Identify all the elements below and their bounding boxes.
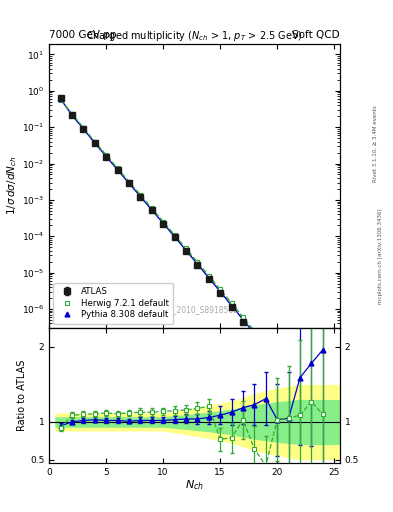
Herwig 7.2.1 default (161, 219, 165, 225)
Text: ATLAS_2010_S8918562: ATLAS_2010_S8918562 (150, 305, 239, 314)
Herwig 7.2.1 default (58, 96, 63, 102)
Y-axis label: $1/\sigma\,d\sigma/dN_{ch}$: $1/\sigma\,d\sigma/dN_{ch}$ (5, 156, 19, 216)
Legend: ATLAS, Herwig 7.2.1 default, Pythia 8.308 default: ATLAS, Herwig 7.2.1 default, Pythia 8.30… (53, 283, 173, 324)
Herwig 7.2.1 default (92, 139, 97, 145)
Herwig 7.2.1 default (195, 259, 200, 265)
Herwig 7.2.1 default (298, 386, 302, 392)
Pythia 8.308 default (195, 261, 200, 267)
Pythia 8.308 default (298, 388, 302, 394)
Herwig 7.2.1 default (172, 232, 177, 238)
Pythia 8.308 default (309, 402, 314, 409)
Herwig 7.2.1 default (206, 272, 211, 279)
Pythia 8.308 default (58, 96, 63, 102)
Herwig 7.2.1 default (104, 152, 108, 158)
Line: Herwig 7.2.1 default: Herwig 7.2.1 default (58, 97, 325, 431)
Pythia 8.308 default (206, 274, 211, 281)
Pythia 8.308 default (241, 316, 245, 323)
Herwig 7.2.1 default (286, 371, 291, 377)
Pythia 8.308 default (138, 194, 143, 200)
Herwig 7.2.1 default (184, 245, 188, 251)
Pythia 8.308 default (127, 180, 131, 186)
Pythia 8.308 default (184, 247, 188, 253)
Line: Pythia 8.308 default: Pythia 8.308 default (58, 96, 325, 430)
Pythia 8.308 default (92, 140, 97, 146)
Pythia 8.308 default (218, 289, 222, 295)
Pythia 8.308 default (70, 112, 74, 118)
Pythia 8.308 default (286, 373, 291, 379)
Pythia 8.308 default (263, 345, 268, 351)
Pythia 8.308 default (81, 126, 86, 132)
Herwig 7.2.1 default (275, 357, 279, 363)
Herwig 7.2.1 default (252, 328, 257, 334)
Pythia 8.308 default (252, 331, 257, 337)
Pythia 8.308 default (115, 167, 120, 173)
Pythia 8.308 default (149, 207, 154, 213)
Text: 7000 GeV pp: 7000 GeV pp (49, 30, 117, 40)
Herwig 7.2.1 default (70, 111, 74, 117)
Herwig 7.2.1 default (229, 300, 234, 306)
Herwig 7.2.1 default (127, 179, 131, 185)
Herwig 7.2.1 default (149, 205, 154, 211)
X-axis label: $N_{ch}$: $N_{ch}$ (185, 479, 204, 493)
Pythia 8.308 default (172, 233, 177, 240)
Pythia 8.308 default (104, 153, 108, 159)
Herwig 7.2.1 default (309, 401, 314, 407)
Herwig 7.2.1 default (115, 165, 120, 172)
Text: Soft QCD: Soft QCD (292, 30, 340, 40)
Pythia 8.308 default (275, 359, 279, 365)
Herwig 7.2.1 default (218, 286, 222, 292)
Title: Charged multiplicity ($N_{ch}$ > 1, $p_T$ > 2.5 GeV): Charged multiplicity ($N_{ch}$ > 1, $p_T… (86, 29, 303, 44)
Pythia 8.308 default (320, 424, 325, 431)
Herwig 7.2.1 default (320, 426, 325, 432)
Herwig 7.2.1 default (241, 314, 245, 320)
Text: Rivet 3.1.10, ≥ 3.4M events: Rivet 3.1.10, ≥ 3.4M events (373, 105, 378, 182)
Herwig 7.2.1 default (81, 124, 86, 131)
Herwig 7.2.1 default (138, 191, 143, 198)
Pythia 8.308 default (161, 220, 165, 226)
Herwig 7.2.1 default (263, 343, 268, 349)
Pythia 8.308 default (229, 303, 234, 309)
Text: mcplots.cern.ch [arXiv:1306.3436]: mcplots.cern.ch [arXiv:1306.3436] (378, 208, 383, 304)
Y-axis label: Ratio to ATLAS: Ratio to ATLAS (17, 360, 27, 431)
